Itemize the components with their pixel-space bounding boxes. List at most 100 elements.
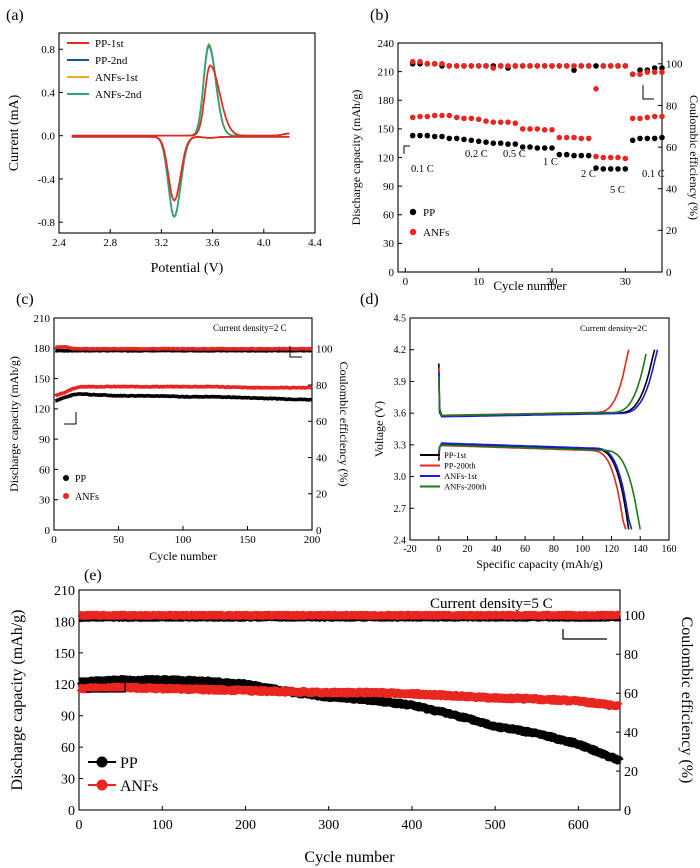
panel-a-label: (a) [6,7,24,24]
panel-d-label: (d) [360,291,379,308]
y-right-tick-label: 60 [666,142,678,154]
y-tick-label: 180 [34,343,51,355]
rate-label: 1 C [543,157,558,168]
x-tick-label: 40 [491,544,501,555]
data-point-efficiency [534,63,541,69]
x-tick-label: 120 [604,544,619,555]
data-point-efficiency [659,69,665,75]
y-tick-label: 0 [45,525,51,537]
rate-label: 0.1 C [642,169,665,180]
legend-marker [63,475,69,481]
x-tick-label: -20 [403,544,416,555]
panel-c-label: (c) [16,291,34,308]
data-point-efficiency [497,63,504,69]
data-point-efficiency [424,61,431,67]
data-point-capacity [637,115,643,122]
data-point-capacity [461,115,467,122]
series-capacity-trace [54,384,313,398]
y-tick-label: 180 [378,95,395,107]
y-tick-label: 90 [383,181,395,193]
legend-label: PP-2nd [95,55,128,67]
legend-label: ANFs [120,778,158,795]
data-point-capacity [475,116,482,123]
y-right-tick-label: 40 [666,184,678,196]
data-point-efficiency [571,63,577,69]
data-point-capacity [585,152,592,159]
legend-label: ANFs [75,492,99,503]
data-point-efficiency [651,65,658,71]
panel-e-label: (e) [84,567,102,584]
data-point-capacity [490,140,497,146]
y-tick-label: 30 [61,772,75,787]
data-point-efficiency [659,65,665,71]
data-point-capacity [651,135,658,142]
data-point-capacity [424,113,431,120]
data-point-capacity [497,140,504,146]
y-tick-label: 210 [54,584,75,599]
data-point-capacity [439,112,445,119]
y-tick-label: 0.0 [41,131,55,143]
arrow-left-axis [64,412,77,425]
y-right-tick-label: 100 [666,59,683,71]
data-point-capacity [519,126,526,132]
x-tick-label: 80 [549,544,559,555]
data-point-efficiency [600,63,607,69]
y-right-tick-label: 0 [316,525,322,537]
data-point-efficiency [417,58,423,65]
panel-e-ylabel-right: Coulombic efficiency (%) [678,617,695,784]
series-capacity-trace [54,392,313,403]
y-right-tick-label: 60 [624,687,638,702]
panel-d-xlabel: Specific capacity (mAh/g) [476,557,603,571]
data-point-efficiency [439,61,445,67]
legend-label: ANFs [423,227,449,239]
data-point-capacity [593,153,599,160]
panel-b-ylabel: Discharge capacity (mAh/g) [349,90,363,226]
x-tick-label: 30 [620,276,632,288]
data-point-efficiency [519,63,526,69]
panel-d-frame [409,317,670,541]
y-tick-label: 210 [378,66,395,78]
data-point-efficiency [644,69,651,75]
cv-curve-oxidation [71,64,290,137]
data-point-capacity [446,112,453,119]
data-point-capacity [549,127,555,133]
x-tick-label: 3.6 [206,237,220,249]
x-tick-label: 0 [436,544,441,555]
panel-e-xlabel: Cycle number [304,849,395,866]
charge-curve [438,349,659,418]
legend-label: ANFs-2nd [95,89,142,101]
data-point-efficiency [468,63,475,69]
data-point-capacity [659,113,665,120]
data-point-efficiency [527,63,533,69]
arrow-right-axis [642,85,654,100]
data-point-capacity [571,152,577,159]
y-right-tick-label: 80 [316,380,328,392]
x-tick-label: 400 [401,818,422,833]
data-point-capacity [417,113,423,120]
data-point-capacity [541,127,548,133]
arrow-right-axis [289,346,302,358]
data-point-capacity [475,138,482,145]
y-right-tick-label: 20 [624,765,638,780]
y-tick-label: 0 [389,267,395,279]
discharge-curve [438,444,641,530]
data-point-capacity [446,135,453,142]
data-point-efficiency [409,58,416,65]
y-right-tick-label: 60 [316,416,328,428]
data-point-capacity [571,134,577,141]
x-tick-label: 20 [463,544,473,555]
data-point-capacity [453,135,460,142]
rate-label: 0.1 C [411,164,434,175]
y-tick-label: 120 [54,678,75,693]
data-point-capacity [468,137,475,144]
y-tick-label: 60 [39,464,51,476]
y-right-tick-label: 40 [316,452,328,464]
data-point-capacity [563,134,570,141]
data-point-capacity [659,134,665,141]
data-point-efficiency [505,63,511,69]
y-right-tick-label: 100 [316,344,333,356]
x-tick-label: 2.8 [103,237,117,249]
data-point-capacity [607,154,614,161]
data-point-efficiency [571,67,577,73]
